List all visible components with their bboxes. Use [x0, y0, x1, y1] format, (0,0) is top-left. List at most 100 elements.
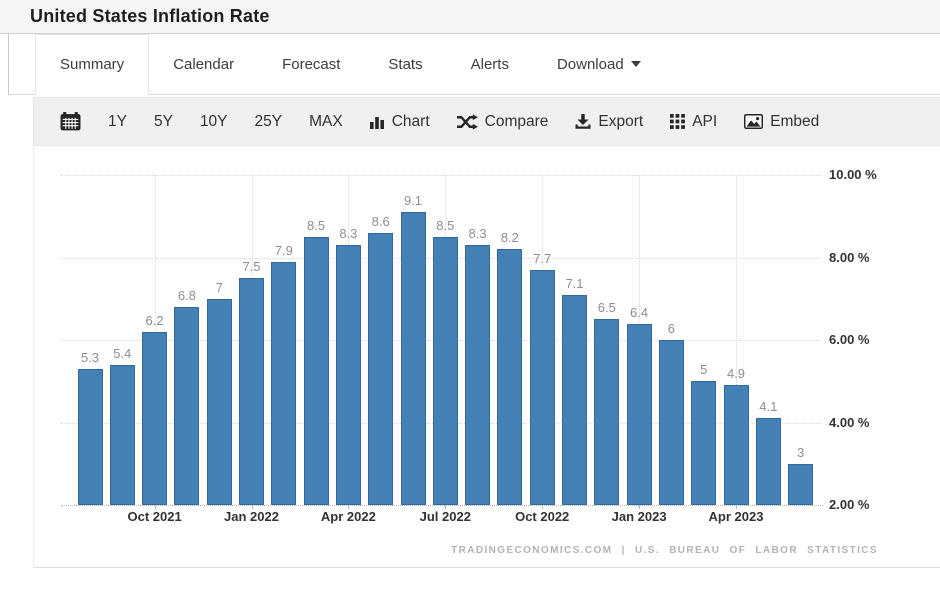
y-tick-label: 4.00 %: [829, 414, 870, 430]
tab-stats[interactable]: Stats: [364, 34, 446, 94]
bar-value-label: 3: [796, 444, 805, 460]
range-1y-button[interactable]: 1Y: [108, 113, 127, 131]
bar-value-label: 6.5: [597, 300, 616, 316]
chart-panel: 5.3 5.4 6.2 6.8 7 7.5 7.9 8.5 8.3 8.6 9.1 8.5 8.3 8.2…: [33, 146, 940, 568]
y-tick-label: 6.00 %: [829, 332, 870, 347]
chart-toolbar: 1Y 5Y 10Y 25Y MAX Chart: [33, 97, 940, 146]
left-divider: [8, 34, 9, 95]
range-10y-button[interactable]: 10Y: [200, 113, 228, 131]
caret-down-icon: [630, 61, 641, 67]
bar[interactable]: [529, 269, 555, 505]
action-label: Chart: [391, 112, 430, 130]
tab-alerts[interactable]: Alerts: [447, 34, 533, 94]
bar-value-label: 6.4: [630, 304, 649, 320]
compare-button[interactable]: Compare: [456, 112, 549, 131]
axis-tick: [251, 505, 253, 509]
image-icon: [744, 114, 764, 129]
bar[interactable]: [400, 212, 426, 505]
bar-chart-icon: [369, 117, 384, 129]
shuffle-icon: [456, 113, 478, 130]
axis-tick: [639, 505, 641, 509]
action-label: API: [692, 112, 718, 130]
bar[interactable]: [239, 278, 264, 505]
bar[interactable]: [142, 331, 168, 505]
bar[interactable]: [723, 385, 749, 505]
action-label: Export: [598, 112, 644, 130]
range-label: 5Y: [153, 112, 173, 130]
bar[interactable]: [497, 249, 523, 505]
bar[interactable]: [271, 261, 297, 505]
bar[interactable]: [562, 294, 587, 505]
bar[interactable]: [626, 323, 652, 505]
axis-tick: [445, 505, 447, 509]
bar[interactable]: [335, 245, 361, 505]
bar[interactable]: [206, 298, 232, 505]
bar[interactable]: [465, 245, 491, 505]
bar-value-label: 6.8: [177, 288, 196, 303]
bar[interactable]: [77, 368, 103, 505]
bar-value-label: 4.1: [759, 399, 778, 415]
bar[interactable]: [658, 340, 684, 505]
bar-value-label: 7.5: [242, 259, 261, 275]
bar[interactable]: [109, 364, 135, 505]
x-axis-line: [61, 505, 823, 506]
axis-tick: [154, 505, 156, 509]
y-tick-label: 8.00 %: [829, 249, 870, 265]
bar-value-label: 8.3: [468, 226, 487, 242]
tab-label: Summary: [60, 56, 125, 73]
bar-value-label: 7.9: [274, 242, 293, 258]
y-tick-label: 2.00 %: [829, 497, 870, 512]
action-label: Embed: [770, 112, 820, 130]
page-title: United States Inflation Rate: [30, 6, 270, 26]
bar[interactable]: [174, 307, 200, 505]
bar-value-label: 8.5: [436, 217, 455, 233]
axis-tick: [736, 505, 737, 509]
api-button[interactable]: API: [670, 113, 717, 131]
tab-label: Download: [556, 55, 624, 73]
chart-type-button[interactable]: Chart: [369, 112, 430, 131]
bar-value-label: 8.3: [339, 226, 358, 242]
range-25y-button[interactable]: 25Y: [255, 113, 283, 131]
bar-value-label: 8.2: [500, 230, 519, 246]
embed-button[interactable]: Embed: [744, 113, 819, 131]
bar[interactable]: [594, 319, 620, 505]
x-tick-label: Oct 2022: [515, 509, 570, 524]
range-max-button[interactable]: MAX: [309, 113, 343, 131]
bar-value-label: 6.2: [145, 312, 164, 328]
axis-tick: [348, 505, 350, 509]
range-label: 25Y: [254, 112, 283, 130]
title-bar: United States Inflation Rate: [0, 0, 940, 34]
range-label: 1Y: [108, 112, 127, 130]
bar[interactable]: [432, 236, 458, 505]
tab-download[interactable]: Download: [533, 34, 665, 94]
x-tick-label: Apr 2023: [708, 509, 764, 524]
export-button[interactable]: Export: [575, 113, 643, 131]
range-5y-button[interactable]: 5Y: [154, 113, 173, 131]
calendar-button[interactable]: [60, 112, 81, 131]
x-tick-label: Jan 2023: [611, 509, 667, 524]
tab-bar: Summary Calendar Forecast Stats Alerts D…: [9, 34, 940, 95]
bar[interactable]: [755, 418, 781, 505]
bar-value-label: 4.9: [726, 366, 746, 382]
bar[interactable]: [303, 236, 329, 505]
bar-value-label: 8.6: [371, 213, 390, 229]
tab-calendar[interactable]: Calendar: [149, 34, 258, 94]
bar-value-label: 5.4: [113, 345, 132, 361]
action-label: Compare: [484, 112, 549, 130]
bar[interactable]: [691, 381, 717, 505]
bar-value-label: 6: [667, 321, 675, 336]
x-tick-label: Jul 2022: [419, 509, 471, 524]
bar-value-label: 5: [700, 362, 708, 378]
tab-summary[interactable]: Summary: [35, 34, 150, 95]
gridline-vertical: [736, 175, 737, 505]
bar-value-label: 9.1: [403, 193, 423, 209]
tab-label: Alerts: [470, 55, 509, 73]
bar[interactable]: [788, 463, 814, 505]
bar-value-label: 7.7: [533, 250, 552, 266]
bar-value-label: 5.3: [80, 349, 100, 365]
bar-value-label: 7: [215, 279, 223, 295]
range-label: MAX: [309, 112, 343, 130]
bar[interactable]: [368, 232, 394, 505]
bar-value-label: 8.5: [307, 217, 326, 233]
tab-forecast[interactable]: Forecast: [258, 34, 364, 94]
